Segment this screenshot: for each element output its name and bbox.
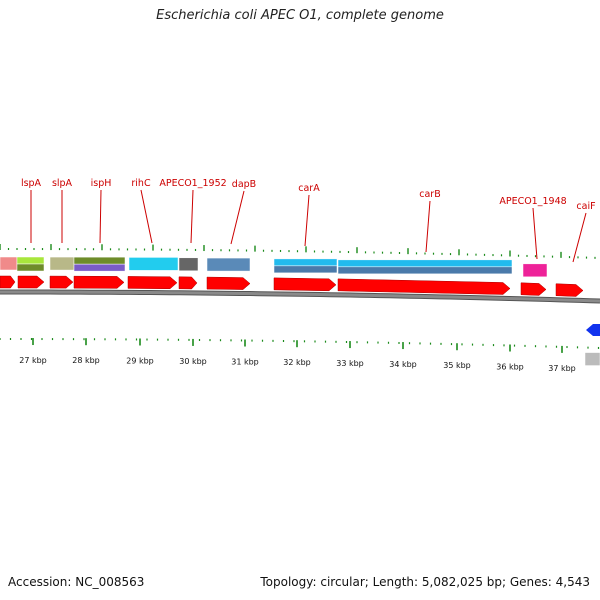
cds-track (0, 275, 600, 336)
domain-box[interactable] (337, 266, 513, 275)
cds-arrow[interactable] (0, 275, 16, 289)
gene-label-carb[interactable]: carB (419, 189, 440, 200)
gene-label-leader (572, 212, 587, 263)
domain-box[interactable] (337, 259, 513, 268)
scale-ring: 27 kbp 28 kbp 29 kbp 30 kbp 31 kbp 32 kbp 33 k… (0, 338, 600, 373)
scale-label: 33 kbp (336, 359, 364, 368)
gene-label-cara[interactable]: carA (298, 183, 320, 194)
gene-label-layer: lspA slpA ispH rihC APECO1_1952 dapB carA carB A… (21, 178, 596, 263)
gene-label-leader (230, 190, 245, 245)
accession-text: Accession: NC_008563 (8, 575, 145, 589)
gene-label-slpa[interactable]: slpA (52, 178, 73, 189)
domain-track (0, 256, 600, 366)
gene-label-leader (425, 200, 431, 253)
cds-arrow[interactable] (273, 277, 337, 292)
cds-arrow[interactable] (206, 276, 251, 290)
scale-label: 37 kbp (548, 364, 576, 373)
cds-arrow[interactable] (520, 282, 547, 296)
scale-label: 30 kbp (179, 357, 207, 366)
genome-summary: Topology: circular; Length: 5,082,025 bp… (260, 575, 590, 589)
scale-label: 35 kbp (443, 361, 471, 370)
domain-box[interactable] (273, 258, 338, 267)
cds-arrow[interactable] (555, 283, 584, 297)
cds-arrow[interactable] (73, 275, 125, 289)
map-title: Escherichia coli APEC O1, complete genom… (156, 8, 444, 23)
scale-label: 32 kbp (283, 358, 311, 367)
gene-label-leader (190, 189, 194, 244)
genome-backbone (0, 289, 600, 304)
gene-label-leader (304, 194, 310, 247)
cds-arrow[interactable] (178, 276, 198, 290)
scale-label: 29 kbp (126, 356, 154, 365)
domain-box[interactable] (273, 265, 338, 274)
gene-label-lspa[interactable]: lspA (21, 178, 42, 189)
outer-tick-ring (0, 244, 596, 259)
scale-label: 36 kbp (496, 363, 524, 372)
domain-box[interactable] (206, 257, 251, 272)
domain-box[interactable] (522, 263, 548, 278)
scale-label: 28 kbp (72, 356, 100, 365)
gene-label-leader (140, 189, 153, 244)
domain-box[interactable] (16, 263, 45, 272)
cds-arrow[interactable] (127, 276, 178, 290)
gene-label-apeco1_1952[interactable]: APECO1_1952 (159, 178, 226, 189)
domain-box[interactable] (584, 352, 600, 366)
cds-arrow[interactable] (337, 278, 511, 295)
domain-box[interactable] (49, 256, 75, 271)
gene-label-caif[interactable]: caiF (576, 201, 595, 212)
domain-box[interactable] (73, 263, 126, 272)
scale-label: 31 kbp (231, 358, 259, 367)
gene-label-isph[interactable]: ispH (91, 178, 112, 189)
scale-label: 27 kbp (19, 356, 47, 365)
domain-box[interactable] (128, 257, 179, 271)
gene-label-rihc[interactable]: rihC (131, 178, 151, 189)
domain-box[interactable] (0, 256, 18, 271)
scale-label: 34 kbp (389, 360, 417, 369)
domain-box[interactable] (73, 256, 126, 265)
domain-box[interactable] (178, 257, 199, 272)
cds-arrow[interactable] (17, 275, 45, 289)
cds-arrow-reverse[interactable] (586, 324, 600, 336)
gene-label-apeco1_1948[interactable]: APECO1_1948 (499, 196, 566, 207)
backbone-line (0, 290, 600, 303)
cds-arrow[interactable] (49, 275, 74, 289)
gene-label-dapb[interactable]: dapB (232, 179, 256, 190)
gene-label-leader (99, 189, 102, 244)
domain-box[interactable] (16, 256, 45, 265)
gene-label-leader (532, 207, 538, 260)
